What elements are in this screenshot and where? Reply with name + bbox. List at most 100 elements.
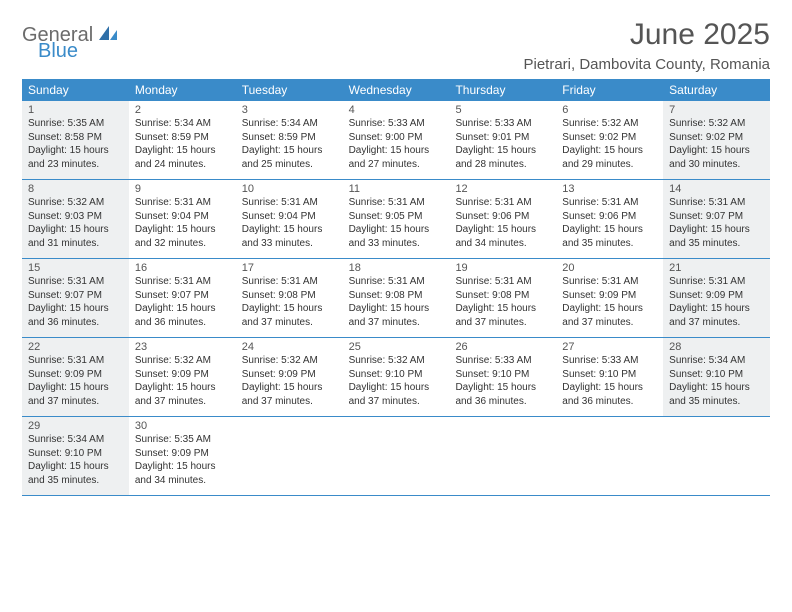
day-number: 14: [669, 183, 764, 195]
day-cell: 30Sunrise: 5:35 AMSunset: 9:09 PMDayligh…: [129, 417, 236, 495]
sunset-text: Sunset: 8:59 PM: [242, 131, 337, 145]
daylight-text: Daylight: 15 hours: [242, 302, 337, 316]
daylight-text: Daylight: 15 hours: [135, 302, 230, 316]
daylight-text: and 34 minutes.: [455, 237, 550, 251]
calendar-page: General Blue June 2025 Pietrari, Dambovi…: [0, 0, 792, 514]
sunrise-text: Sunrise: 5:32 AM: [135, 354, 230, 368]
day-number: 19: [455, 262, 550, 274]
daylight-text: Daylight: 15 hours: [135, 460, 230, 474]
day-cell: 14Sunrise: 5:31 AMSunset: 9:07 PMDayligh…: [663, 180, 770, 258]
day-number: 22: [28, 341, 123, 353]
logo-sail-icon: [97, 24, 119, 47]
day-number: 25: [349, 341, 444, 353]
sunset-text: Sunset: 9:08 PM: [455, 289, 550, 303]
day-cell: 20Sunrise: 5:31 AMSunset: 9:09 PMDayligh…: [556, 259, 663, 337]
day-number: 2: [135, 104, 230, 116]
day-number: 27: [562, 341, 657, 353]
day-cell: 27Sunrise: 5:33 AMSunset: 9:10 PMDayligh…: [556, 338, 663, 416]
daylight-text: Daylight: 15 hours: [28, 144, 123, 158]
day-cell: 11Sunrise: 5:31 AMSunset: 9:05 PMDayligh…: [343, 180, 450, 258]
daylight-text: Daylight: 15 hours: [28, 460, 123, 474]
daylight-text: and 36 minutes.: [455, 395, 550, 409]
day-number: 21: [669, 262, 764, 274]
daylight-text: and 35 minutes.: [562, 237, 657, 251]
day-cell: 18Sunrise: 5:31 AMSunset: 9:08 PMDayligh…: [343, 259, 450, 337]
daylight-text: Daylight: 15 hours: [349, 223, 444, 237]
sunset-text: Sunset: 9:02 PM: [562, 131, 657, 145]
sunset-text: Sunset: 9:04 PM: [242, 210, 337, 224]
empty-cell: [236, 417, 343, 495]
weekday-header: Monday: [129, 79, 236, 101]
daylight-text: and 37 minutes.: [242, 316, 337, 330]
daylight-text: and 37 minutes.: [28, 395, 123, 409]
sunrise-text: Sunrise: 5:31 AM: [349, 275, 444, 289]
day-number: 4: [349, 104, 444, 116]
day-number: 30: [135, 420, 230, 432]
sunrise-text: Sunrise: 5:34 AM: [242, 117, 337, 131]
daylight-text: and 35 minutes.: [28, 474, 123, 488]
daylight-text: Daylight: 15 hours: [349, 302, 444, 316]
daylight-text: and 27 minutes.: [349, 158, 444, 172]
sunrise-text: Sunrise: 5:31 AM: [455, 275, 550, 289]
empty-cell: [449, 417, 556, 495]
day-cell: 28Sunrise: 5:34 AMSunset: 9:10 PMDayligh…: [663, 338, 770, 416]
sunrise-text: Sunrise: 5:34 AM: [669, 354, 764, 368]
daylight-text: and 23 minutes.: [28, 158, 123, 172]
sunrise-text: Sunrise: 5:31 AM: [242, 196, 337, 210]
sunset-text: Sunset: 9:10 PM: [349, 368, 444, 382]
day-number: 20: [562, 262, 657, 274]
day-cell: 2Sunrise: 5:34 AMSunset: 8:59 PMDaylight…: [129, 101, 236, 179]
sunset-text: Sunset: 9:02 PM: [669, 131, 764, 145]
day-number: 10: [242, 183, 337, 195]
title-block: June 2025 Pietrari, Dambovita County, Ro…: [524, 18, 771, 73]
daylight-text: and 37 minutes.: [349, 395, 444, 409]
location-text: Pietrari, Dambovita County, Romania: [524, 56, 771, 73]
daylight-text: Daylight: 15 hours: [562, 223, 657, 237]
daylight-text: and 37 minutes.: [242, 395, 337, 409]
day-number: 5: [455, 104, 550, 116]
day-number: 24: [242, 341, 337, 353]
day-number: 6: [562, 104, 657, 116]
day-cell: 8Sunrise: 5:32 AMSunset: 9:03 PMDaylight…: [22, 180, 129, 258]
sunrise-text: Sunrise: 5:31 AM: [669, 196, 764, 210]
sunset-text: Sunset: 9:09 PM: [242, 368, 337, 382]
day-cell: 4Sunrise: 5:33 AMSunset: 9:00 PMDaylight…: [343, 101, 450, 179]
sunrise-text: Sunrise: 5:31 AM: [562, 275, 657, 289]
sunset-text: Sunset: 9:09 PM: [562, 289, 657, 303]
weekday-header: Friday: [556, 79, 663, 101]
weekday-header-row: SundayMondayTuesdayWednesdayThursdayFrid…: [22, 79, 770, 101]
day-cell: 9Sunrise: 5:31 AMSunset: 9:04 PMDaylight…: [129, 180, 236, 258]
daylight-text: and 33 minutes.: [349, 237, 444, 251]
daylight-text: Daylight: 15 hours: [455, 381, 550, 395]
sunset-text: Sunset: 9:06 PM: [455, 210, 550, 224]
daylight-text: and 28 minutes.: [455, 158, 550, 172]
day-number: 8: [28, 183, 123, 195]
day-number: 18: [349, 262, 444, 274]
daylight-text: Daylight: 15 hours: [455, 302, 550, 316]
daylight-text: Daylight: 15 hours: [669, 381, 764, 395]
sunrise-text: Sunrise: 5:33 AM: [455, 117, 550, 131]
day-number: 26: [455, 341, 550, 353]
sunrise-text: Sunrise: 5:33 AM: [349, 117, 444, 131]
sunset-text: Sunset: 8:58 PM: [28, 131, 123, 145]
day-cell: 23Sunrise: 5:32 AMSunset: 9:09 PMDayligh…: [129, 338, 236, 416]
day-number: 23: [135, 341, 230, 353]
daylight-text: and 29 minutes.: [562, 158, 657, 172]
sunset-text: Sunset: 9:10 PM: [562, 368, 657, 382]
day-cell: 16Sunrise: 5:31 AMSunset: 9:07 PMDayligh…: [129, 259, 236, 337]
daylight-text: Daylight: 15 hours: [669, 223, 764, 237]
day-number: 3: [242, 104, 337, 116]
daylight-text: and 37 minutes.: [349, 316, 444, 330]
sunset-text: Sunset: 9:03 PM: [28, 210, 123, 224]
daylight-text: Daylight: 15 hours: [242, 144, 337, 158]
daylight-text: Daylight: 15 hours: [135, 223, 230, 237]
day-number: 1: [28, 104, 123, 116]
day-cell: 19Sunrise: 5:31 AMSunset: 9:08 PMDayligh…: [449, 259, 556, 337]
day-cell: 15Sunrise: 5:31 AMSunset: 9:07 PMDayligh…: [22, 259, 129, 337]
sunset-text: Sunset: 8:59 PM: [135, 131, 230, 145]
day-cell: 25Sunrise: 5:32 AMSunset: 9:10 PMDayligh…: [343, 338, 450, 416]
week-row: 8Sunrise: 5:32 AMSunset: 9:03 PMDaylight…: [22, 180, 770, 259]
empty-cell: [556, 417, 663, 495]
sunset-text: Sunset: 9:08 PM: [242, 289, 337, 303]
day-cell: 7Sunrise: 5:32 AMSunset: 9:02 PMDaylight…: [663, 101, 770, 179]
